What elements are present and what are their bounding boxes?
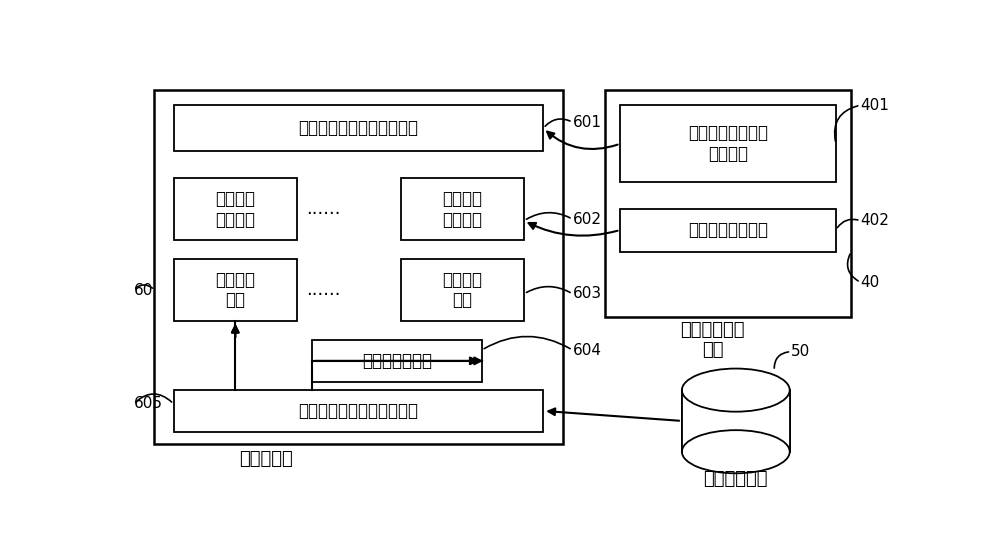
- Text: 60: 60: [134, 282, 153, 297]
- Text: 数据存储设备访问驱动模块: 数据存储设备访问驱动模块: [298, 403, 418, 420]
- Text: 文件布局
获取模块: 文件布局 获取模块: [215, 190, 255, 229]
- Text: 文件布局
获取模块: 文件布局 获取模块: [442, 190, 482, 229]
- Text: 50: 50: [791, 344, 810, 359]
- Bar: [174, 390, 543, 433]
- Bar: [401, 259, 524, 321]
- Text: 文件布局维护模块: 文件布局维护模块: [688, 221, 768, 239]
- Ellipse shape: [682, 369, 790, 411]
- Text: 文件读取
模块: 文件读取 模块: [215, 271, 255, 310]
- Text: 603: 603: [573, 286, 602, 301]
- Bar: [154, 90, 563, 444]
- Bar: [174, 259, 297, 321]
- Text: 数据存储模块: 数据存储模块: [704, 470, 768, 488]
- Bar: [401, 178, 524, 240]
- Bar: [312, 340, 482, 383]
- Bar: [620, 105, 836, 182]
- Text: 601: 601: [573, 115, 602, 130]
- Text: 40: 40: [861, 275, 880, 290]
- Text: 402: 402: [861, 213, 889, 228]
- Text: ......: ......: [307, 200, 341, 218]
- Text: 目录读取扩展授权获取模块: 目录读取扩展授权获取模块: [298, 120, 418, 137]
- Bar: [620, 209, 836, 251]
- Text: 元数据服务器
模块: 元数据服务器 模块: [680, 321, 745, 360]
- Text: 目录读取扩展授权
管理模块: 目录读取扩展授权 管理模块: [688, 125, 768, 163]
- Bar: [605, 90, 851, 317]
- Text: 604: 604: [573, 342, 602, 358]
- Text: 605: 605: [134, 396, 163, 411]
- Text: 文件读取
模块: 文件读取 模块: [442, 271, 482, 310]
- Text: ......: ......: [307, 281, 341, 299]
- Bar: [174, 178, 297, 240]
- Text: 匿名页缓存模块: 匿名页缓存模块: [362, 353, 432, 370]
- Bar: [174, 105, 543, 151]
- Text: 401: 401: [861, 98, 889, 113]
- Text: 客户端模块: 客户端模块: [239, 450, 293, 468]
- Bar: [682, 390, 790, 451]
- Ellipse shape: [682, 430, 790, 473]
- Text: 602: 602: [573, 212, 602, 227]
